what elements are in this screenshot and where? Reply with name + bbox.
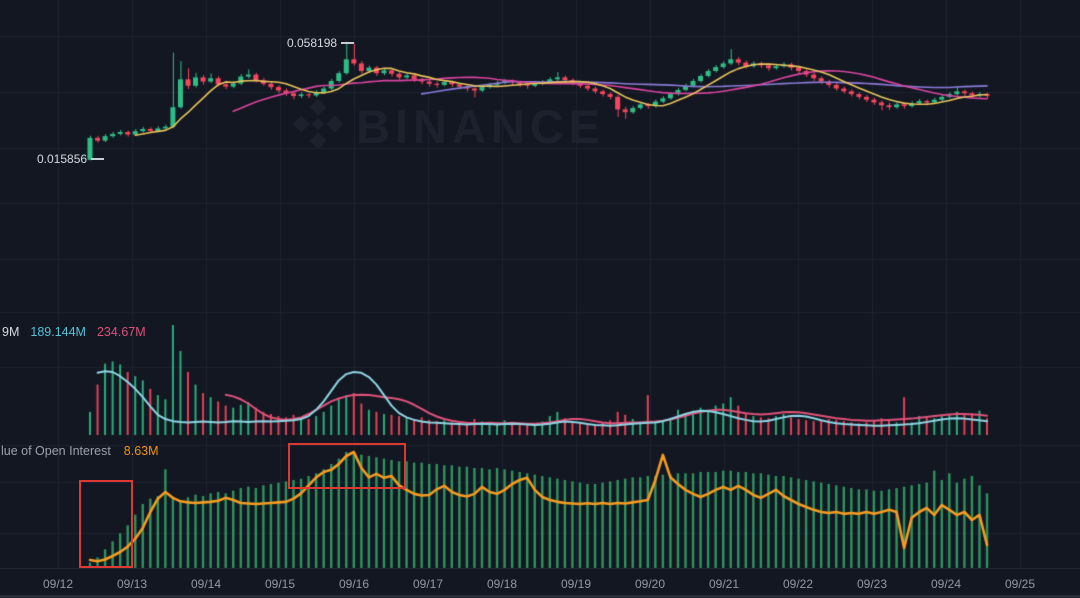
highlight-box	[288, 443, 406, 489]
volume-legend-partial: 9M	[2, 325, 20, 339]
x-axis-label: 09/18	[486, 577, 518, 591]
open-interest-value: 8.63M	[123, 444, 159, 458]
x-axis-label: 09/17	[412, 577, 444, 591]
bottom-strip	[0, 595, 1080, 598]
x-axis-label: 09/12	[42, 577, 74, 591]
volume-legend-cyan-value: 189.144M	[30, 325, 86, 339]
price-high-label: 0.058198	[287, 36, 355, 50]
price-high-value: 0.058198	[287, 36, 338, 50]
open-interest-legend: lue of Open Interest 8.63M	[1, 444, 159, 458]
price-low-tick-dash	[91, 158, 105, 160]
open-interest-label: lue of Open Interest	[1, 444, 111, 458]
x-axis-label: 09/15	[264, 577, 296, 591]
x-axis-label: 09/16	[338, 577, 370, 591]
price-high-tick-dash	[341, 42, 355, 44]
highlight-box	[79, 480, 133, 568]
x-axis-label: 09/25	[1004, 577, 1036, 591]
x-axis[interactable]: 09/12 09/13 09/14 09/15 09/16 09/17 09/18 09/19…	[0, 568, 1080, 598]
x-axis-label: 09/13	[116, 577, 148, 591]
x-axis-label: 09/14	[190, 577, 222, 591]
x-axis-label: 09/22	[782, 577, 814, 591]
volume-legend-pink-value: 234.67M	[96, 325, 146, 339]
price-low-value: 0.015856	[37, 152, 88, 166]
x-axis-label: 09/23	[856, 577, 888, 591]
x-axis-label: 09/21	[708, 577, 740, 591]
x-axis-label: 09/24	[930, 577, 962, 591]
x-axis-label: 09/20	[634, 577, 666, 591]
x-axis-label: 09/19	[560, 577, 592, 591]
volume-legend: 9M 189.144M 234.67M	[2, 325, 146, 339]
price-low-label: 0.015856	[37, 152, 105, 166]
